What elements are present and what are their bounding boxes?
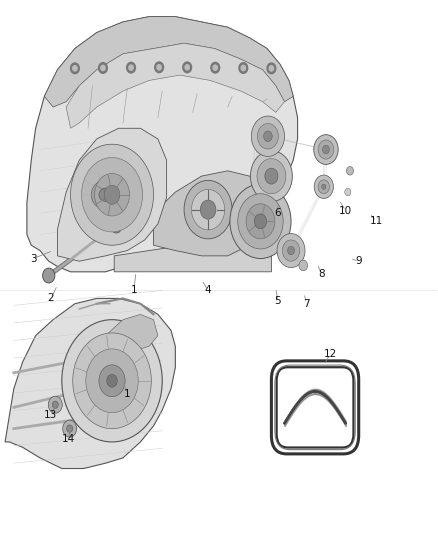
Circle shape — [257, 159, 286, 193]
Circle shape — [254, 214, 267, 229]
Circle shape — [258, 124, 279, 149]
Circle shape — [73, 333, 151, 429]
Circle shape — [71, 63, 79, 74]
Polygon shape — [66, 43, 285, 128]
Circle shape — [283, 240, 300, 261]
Circle shape — [67, 425, 73, 432]
Polygon shape — [57, 128, 166, 261]
Circle shape — [314, 175, 333, 198]
Circle shape — [264, 131, 272, 142]
Text: 13: 13 — [44, 410, 57, 421]
Circle shape — [346, 166, 353, 175]
Circle shape — [73, 66, 77, 71]
Ellipse shape — [84, 172, 127, 217]
Circle shape — [155, 62, 163, 72]
Circle shape — [251, 151, 292, 201]
Text: 1: 1 — [124, 389, 131, 399]
Circle shape — [42, 268, 55, 283]
Circle shape — [314, 135, 338, 165]
Circle shape — [213, 65, 217, 70]
Circle shape — [184, 180, 232, 239]
Circle shape — [251, 116, 285, 157]
Circle shape — [200, 200, 216, 219]
Text: 5: 5 — [275, 296, 281, 306]
Ellipse shape — [75, 163, 136, 227]
Text: 8: 8 — [318, 270, 325, 279]
Circle shape — [129, 65, 133, 70]
Circle shape — [322, 146, 329, 154]
Text: 1: 1 — [131, 286, 137, 295]
Circle shape — [99, 365, 125, 397]
Text: 7: 7 — [303, 298, 310, 309]
Circle shape — [48, 396, 62, 413]
Polygon shape — [27, 17, 297, 272]
Circle shape — [230, 184, 291, 259]
Circle shape — [267, 63, 276, 74]
Circle shape — [211, 62, 219, 73]
Ellipse shape — [91, 180, 120, 209]
Polygon shape — [114, 245, 272, 272]
Text: 14: 14 — [62, 434, 75, 445]
Circle shape — [321, 184, 326, 189]
Circle shape — [318, 140, 334, 159]
Text: 11: 11 — [370, 216, 383, 227]
Circle shape — [277, 233, 305, 268]
Circle shape — [104, 185, 120, 204]
Circle shape — [81, 158, 143, 232]
Circle shape — [345, 188, 351, 196]
Circle shape — [191, 189, 225, 230]
Polygon shape — [106, 314, 158, 352]
Circle shape — [269, 66, 274, 71]
Circle shape — [86, 349, 138, 413]
Circle shape — [95, 173, 130, 216]
Ellipse shape — [99, 188, 112, 201]
Polygon shape — [153, 171, 263, 256]
Circle shape — [185, 64, 189, 70]
Circle shape — [238, 193, 283, 249]
Text: 3: 3 — [30, 254, 37, 263]
Text: 12: 12 — [324, 349, 337, 359]
Circle shape — [318, 180, 329, 193]
Circle shape — [111, 220, 122, 233]
Circle shape — [62, 320, 162, 442]
Circle shape — [239, 63, 248, 74]
Circle shape — [288, 246, 294, 255]
Text: 4: 4 — [205, 286, 212, 295]
Circle shape — [299, 260, 307, 271]
Polygon shape — [5, 298, 175, 469]
Circle shape — [63, 420, 77, 437]
Circle shape — [241, 66, 246, 71]
Polygon shape — [44, 17, 293, 107]
Circle shape — [99, 63, 107, 74]
Text: 2: 2 — [48, 293, 54, 303]
Circle shape — [246, 204, 275, 239]
Text: 9: 9 — [355, 256, 362, 266]
Circle shape — [71, 144, 153, 245]
Circle shape — [101, 66, 105, 71]
Circle shape — [265, 168, 278, 184]
Text: 10: 10 — [339, 206, 352, 216]
Circle shape — [157, 64, 161, 70]
Circle shape — [107, 374, 117, 387]
Circle shape — [52, 401, 58, 408]
Circle shape — [127, 62, 135, 73]
Circle shape — [183, 62, 191, 72]
Text: 6: 6 — [275, 208, 281, 219]
